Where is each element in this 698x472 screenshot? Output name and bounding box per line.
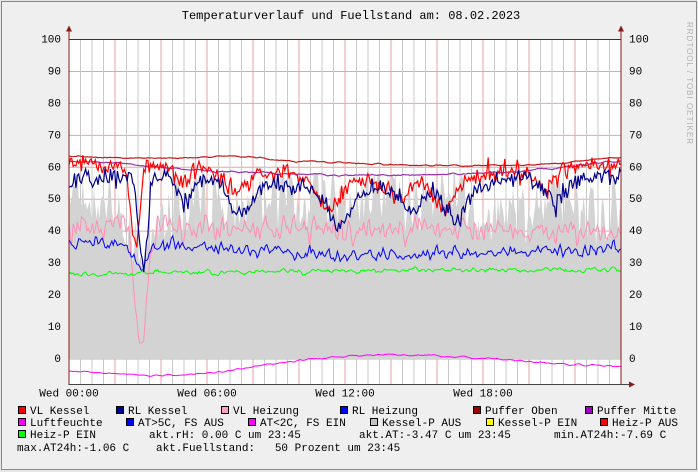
svg-text:40: 40 [48,226,61,238]
svg-text:70: 70 [629,130,642,142]
svg-text:90: 90 [48,66,61,78]
svg-text:20: 20 [629,290,642,302]
svg-text:100: 100 [41,35,61,47]
svg-text:90: 90 [629,66,642,78]
svg-text:Wed 06:00: Wed 06:00 [177,389,236,401]
svg-text:Wed 12:00: Wed 12:00 [315,389,374,401]
svg-text:40: 40 [629,226,642,238]
svg-text:30: 30 [48,258,61,270]
svg-text:10: 10 [629,322,642,334]
svg-text:30: 30 [629,258,642,270]
svg-text:Wed 18:00: Wed 18:00 [453,389,512,401]
svg-text:0: 0 [629,354,636,366]
svg-text:100: 100 [629,35,649,47]
svg-text:20: 20 [48,290,61,302]
svg-text:60: 60 [48,162,61,174]
svg-text:50: 50 [48,194,61,206]
svg-text:80: 80 [629,98,642,110]
svg-text:Wed 00:00: Wed 00:00 [39,389,98,401]
svg-text:50: 50 [629,194,642,206]
svg-text:0: 0 [54,354,61,366]
svg-text:70: 70 [48,130,61,142]
svg-text:60: 60 [629,162,642,174]
svg-text:10: 10 [48,322,61,334]
svg-text:80: 80 [48,98,61,110]
